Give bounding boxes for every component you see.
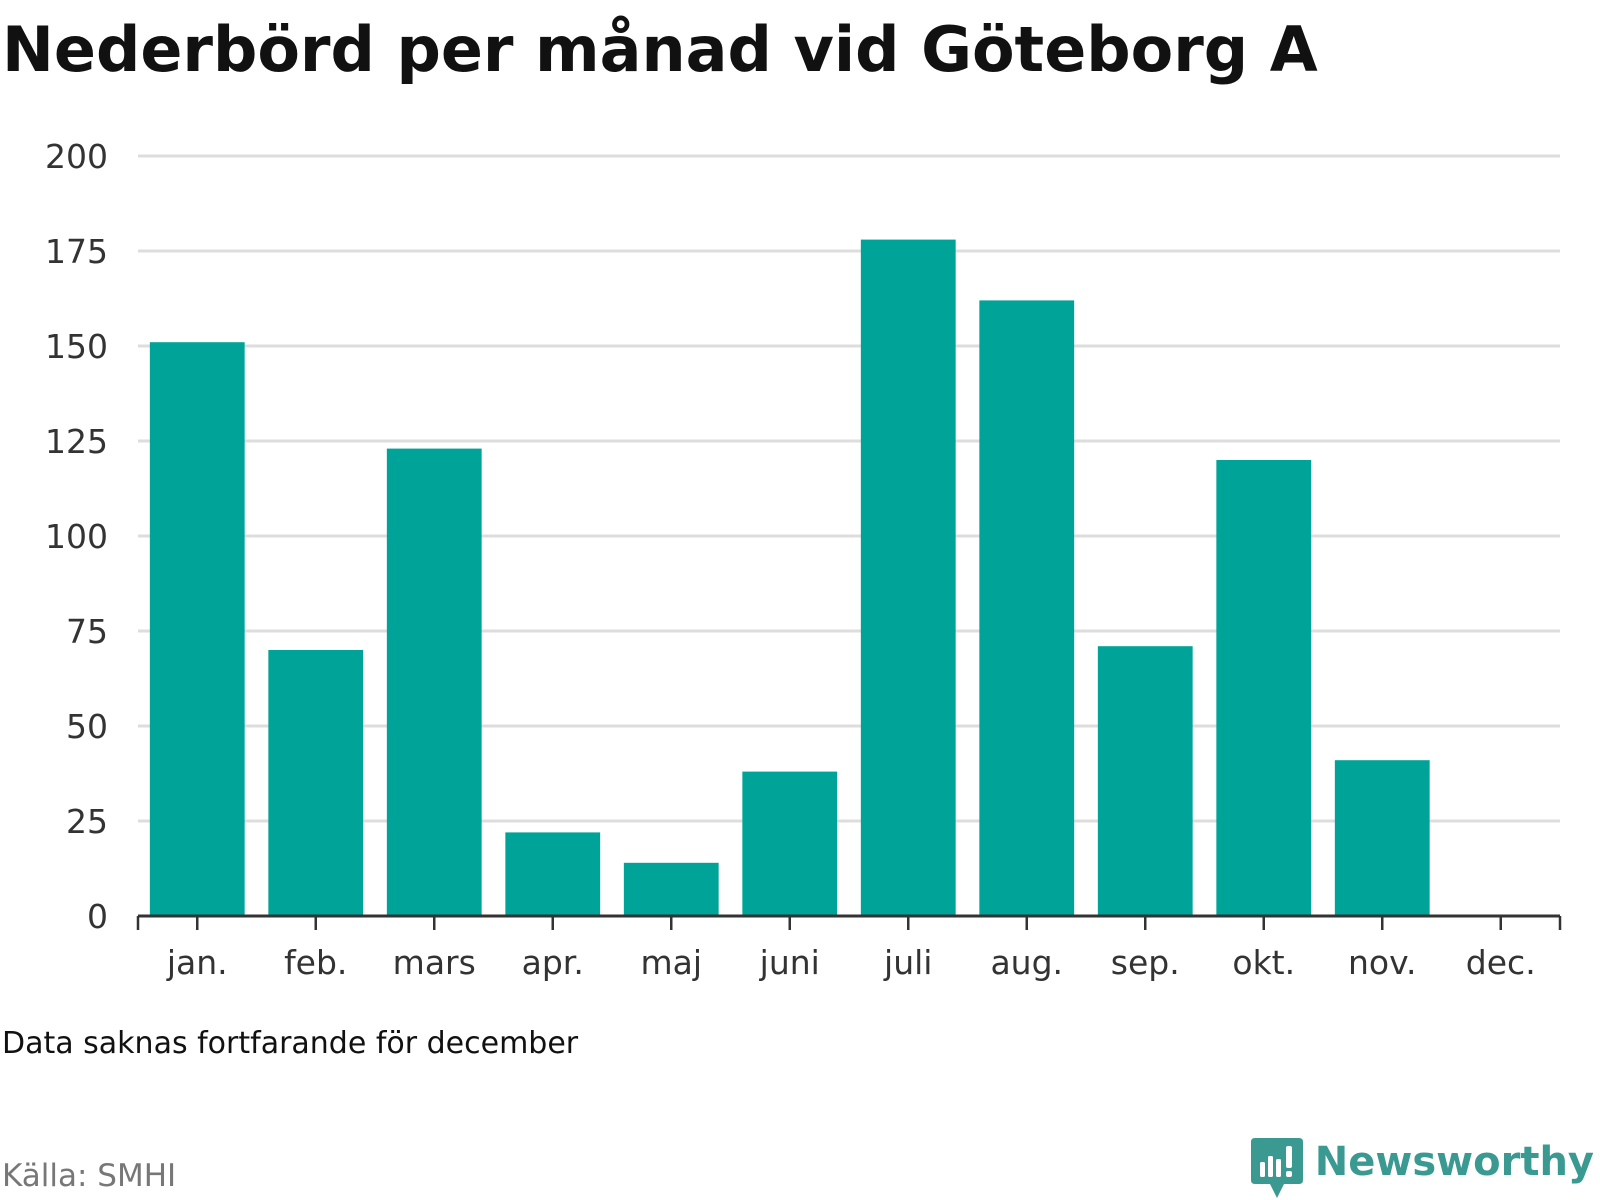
x-tick-label: aug.	[990, 943, 1063, 982]
newsworthy-logo-icon	[1250, 1138, 1303, 1198]
source-credit: Källa: SMHI	[2, 1158, 177, 1194]
brand-name: Newsworthy	[1314, 1139, 1594, 1185]
bar-aug: aug.: 162	[979, 300, 1075, 916]
y-tick-label: 175	[45, 232, 108, 271]
newsworthy-brand[interactable]: Newsworthy	[1250, 1138, 1594, 1200]
y-tick-label: 25	[66, 802, 108, 841]
y-tick-label: 0	[87, 897, 108, 936]
x-tick-label: feb.	[284, 943, 347, 982]
chart-title: Nederbörd per månad vid Göteborg A	[2, 13, 1318, 86]
y-tick-label: 150	[45, 327, 108, 366]
x-tick-label: okt.	[1232, 943, 1295, 982]
bar-feb: feb.: 70	[268, 650, 364, 916]
bar-maj: maj: 14	[623, 862, 719, 916]
y-tick-label: 50	[66, 707, 108, 746]
y-axis-ticks: 0 25 50 75 100 125 150 175 200	[45, 137, 108, 936]
x-tick-label: mars	[393, 943, 476, 982]
x-tick-label: juli	[883, 943, 932, 982]
x-tick-label: jan.	[166, 943, 228, 982]
bar-apr: apr.: 22	[505, 832, 601, 916]
bars: jan.: 151feb.: 70mars: 123 apr.: 22 maj: 1…	[149, 239, 1430, 917]
y-tick-label: 75	[66, 612, 108, 651]
bar-juni: juni: 38	[742, 771, 838, 916]
x-tick-label: sep.	[1111, 943, 1180, 982]
x-tick-label: nov.	[1348, 943, 1417, 982]
bar-okt: okt.: 120	[1216, 460, 1312, 916]
x-tick-label: juni	[759, 943, 820, 982]
bar-jan: jan.: 151	[149, 342, 245, 916]
x-axis	[136, 914, 1562, 930]
bar-nov: nov.: 41	[1334, 760, 1430, 916]
y-tick-label: 125	[45, 422, 108, 461]
bar-chart: 0 25 50 75 100 125 150 175 200 jan.: 151feb.: 70…	[45, 137, 1562, 982]
x-tick-label: apr.	[522, 943, 584, 982]
bar-mars: mars: 123	[386, 448, 482, 916]
x-tick-label: dec.	[1466, 943, 1536, 982]
bar-juli: juli: 178	[860, 239, 956, 917]
x-axis-ticks: jan. feb. mars apr. maj juni juli aug. sep. okt. n…	[166, 943, 1536, 982]
y-tick-label: 100	[45, 517, 108, 556]
gridlines	[138, 154, 1560, 823]
x-tick-label: maj	[640, 943, 702, 982]
y-tick-label: 200	[45, 137, 108, 176]
chart-note: Data saknas fortfarande för december	[2, 1026, 579, 1061]
bar-sep: sep.: 71	[1097, 646, 1193, 916]
